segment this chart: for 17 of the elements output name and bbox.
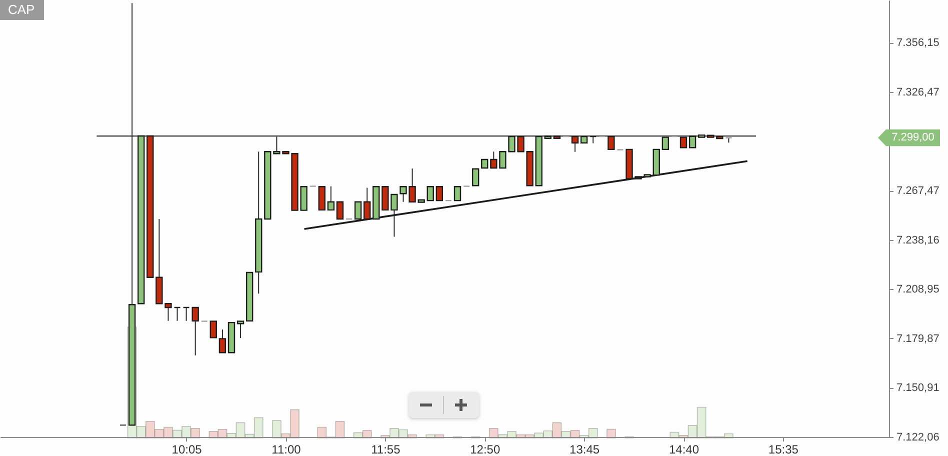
chart-title: CAP (0, 0, 44, 20)
x-tick-label: 10:05 (172, 442, 202, 456)
x-tick-label: 11:55 (371, 442, 401, 456)
x-tick-label: 13:45 (570, 442, 600, 456)
y-tick-label: 7.267,47 (896, 185, 940, 198)
x-tick-label: 11:00 (272, 442, 302, 456)
y-tick-label: 7.356,15 (896, 37, 940, 50)
y-tick-label: 7.150,91 (896, 382, 940, 394)
y-tick-label: 7.179,87 (896, 332, 940, 345)
y-tick-label: 7.208,95 (896, 284, 940, 296)
x-tick-label: 15:35 (768, 442, 799, 456)
y-tick-label: 7.326,47 (896, 86, 940, 98)
y-tick-label: 7.238,16 (896, 234, 940, 246)
x-tick-label: 14:40 (668, 442, 700, 456)
y-tick-label: 7.122,06 (896, 432, 940, 444)
text: 7.299,00 (892, 132, 934, 144)
x-tick-label: 12:50 (470, 442, 500, 456)
